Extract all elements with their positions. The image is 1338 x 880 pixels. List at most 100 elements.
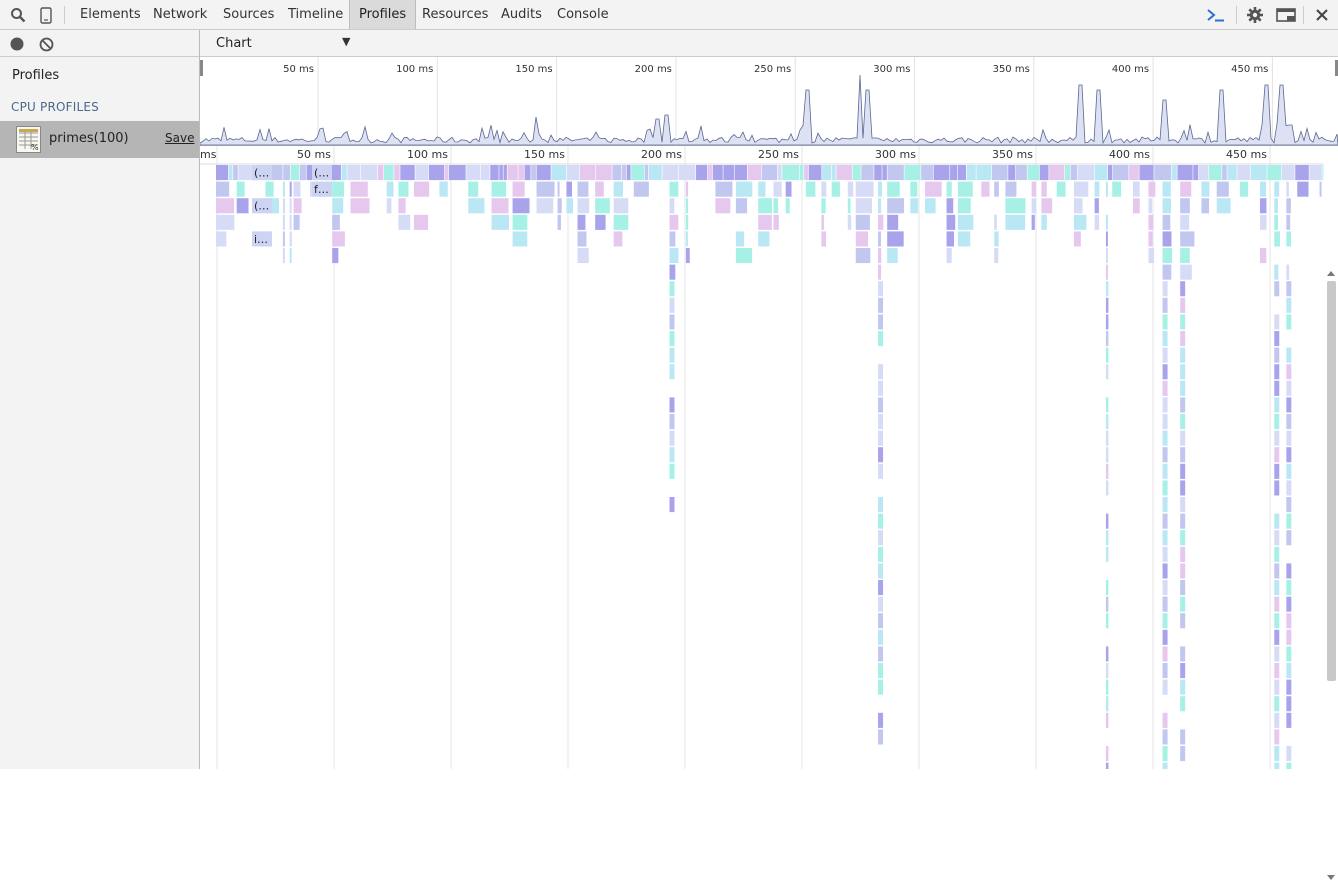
flame-frame[interactable] <box>1162 580 1168 596</box>
flame-frame[interactable] <box>861 165 874 181</box>
flame-frame[interactable] <box>1227 165 1237 181</box>
flame-frame[interactable] <box>773 198 779 214</box>
flame-frame[interactable] <box>1274 712 1280 728</box>
flame-frame[interactable] <box>1286 629 1292 645</box>
flame-frame[interactable] <box>1286 397 1292 413</box>
flame-frame[interactable] <box>1180 414 1186 430</box>
flame-frame[interactable] <box>878 281 884 297</box>
flame-frame[interactable] <box>887 165 904 181</box>
flame-frame[interactable] <box>551 165 567 181</box>
flame-frame[interactable] <box>994 248 999 264</box>
flame-frame[interactable] <box>1105 480 1109 496</box>
flame-frame[interactable] <box>669 264 676 280</box>
flame-frame[interactable] <box>1105 546 1109 562</box>
flame-frame[interactable] <box>878 397 884 413</box>
flame-frame[interactable] <box>878 248 882 264</box>
flame-frame[interactable] <box>1286 364 1292 380</box>
flame-frame[interactable] <box>878 546 884 562</box>
flame-frame[interactable] <box>685 181 689 197</box>
flame-frame[interactable] <box>1162 181 1171 197</box>
flame-frame[interactable] <box>644 165 649 181</box>
flame-frame[interactable] <box>332 248 339 264</box>
tab-console[interactable]: Console <box>557 7 609 22</box>
flame-frame[interactable] <box>734 165 747 181</box>
flame-frame[interactable] <box>1105 331 1109 347</box>
flame-frame[interactable] <box>1171 165 1177 181</box>
flame-frame[interactable] <box>444 165 449 181</box>
flame-frame[interactable] <box>1286 430 1292 446</box>
flame-frame[interactable] <box>782 165 800 181</box>
flame-frame[interactable] <box>1162 679 1168 695</box>
flame-frame[interactable] <box>1216 181 1229 197</box>
flame-frame[interactable] <box>1274 314 1280 330</box>
flame-frame[interactable] <box>1162 463 1168 479</box>
flame-frame[interactable] <box>289 181 292 197</box>
flame-frame[interactable] <box>878 447 884 463</box>
flame-frame[interactable] <box>1250 165 1267 181</box>
flame-frame[interactable] <box>536 181 555 197</box>
flame-frame[interactable] <box>1216 198 1231 214</box>
flame-frame[interactable] <box>394 165 400 181</box>
flame-frame[interactable] <box>1274 397 1280 413</box>
flame-frame[interactable] <box>808 165 822 181</box>
flame-frame[interactable] <box>1162 198 1171 214</box>
save-profile-link[interactable]: Save <box>165 131 195 145</box>
flame-frame[interactable] <box>957 231 971 247</box>
overview-window-right-handle[interactable] <box>1335 60 1338 76</box>
flame-frame[interactable] <box>557 181 560 197</box>
flame-frame[interactable] <box>1162 297 1168 313</box>
flame-frame[interactable] <box>1180 596 1186 612</box>
flame-frame[interactable] <box>1286 596 1292 612</box>
flame-frame[interactable] <box>1162 596 1168 612</box>
overview-chart[interactable]: 50 ms 100 ms 150 ms 200 ms 250 ms 300 ms 350 m… <box>200 57 1338 146</box>
flame-frame[interactable] <box>566 181 573 197</box>
flame-frame[interactable] <box>228 165 233 181</box>
flame-frame[interactable] <box>468 181 479 197</box>
flame-frame[interactable] <box>878 297 884 313</box>
flame-frame[interactable] <box>1201 198 1210 214</box>
flame-frame[interactable] <box>1105 679 1109 695</box>
flame-frame[interactable] <box>1274 696 1280 712</box>
flame-frame[interactable] <box>1180 264 1192 280</box>
flame-frame[interactable] <box>216 165 229 181</box>
flame-frame[interactable] <box>1286 646 1292 662</box>
flame-frame[interactable] <box>1180 463 1186 479</box>
flame-frame[interactable] <box>1286 297 1292 313</box>
flame-frame[interactable] <box>758 198 772 214</box>
flame-frame[interactable] <box>878 214 884 230</box>
flame-frame[interactable] <box>1274 613 1280 629</box>
profile-item-primes[interactable]: % primes(100) Save <box>0 121 199 158</box>
flame-frame[interactable] <box>350 181 368 197</box>
flame-frame[interactable] <box>735 198 748 214</box>
flame-frame[interactable] <box>1274 414 1280 430</box>
flame-frame[interactable] <box>994 181 999 197</box>
flame-frame[interactable] <box>777 165 782 181</box>
flame-frame[interactable] <box>290 165 300 181</box>
flame-frame[interactable] <box>1064 165 1070 181</box>
flame-frame[interactable] <box>1105 364 1109 380</box>
flame-frame[interactable] <box>536 165 551 181</box>
flame-frame[interactable] <box>1274 646 1280 662</box>
flame-frame[interactable] <box>466 165 481 181</box>
flame-frame[interactable] <box>1286 463 1292 479</box>
flame-frame[interactable] <box>878 646 884 662</box>
flame-frame[interactable] <box>1180 314 1186 330</box>
flame-frame[interactable] <box>1073 231 1081 247</box>
flame-frame[interactable] <box>822 165 832 181</box>
flame-frame[interactable] <box>799 165 804 181</box>
flame-frame[interactable] <box>1105 696 1109 712</box>
flame-frame[interactable] <box>1180 613 1186 629</box>
flame-frame[interactable] <box>512 198 530 214</box>
flame-frame[interactable] <box>715 181 733 197</box>
flame-frame[interactable] <box>1162 546 1168 562</box>
flame-frame[interactable] <box>887 181 900 197</box>
flame-frame[interactable] <box>1154 165 1171 181</box>
flame-frame[interactable] <box>1180 679 1186 695</box>
flame-frame[interactable] <box>1105 762 1109 769</box>
flame-frame[interactable] <box>910 198 919 214</box>
flame-frame[interactable] <box>910 181 918 197</box>
flame-frame[interactable] <box>1274 181 1280 197</box>
flame-frame[interactable] <box>1070 165 1078 181</box>
flame-frame[interactable] <box>855 181 874 197</box>
flame-frame[interactable] <box>1041 198 1053 214</box>
